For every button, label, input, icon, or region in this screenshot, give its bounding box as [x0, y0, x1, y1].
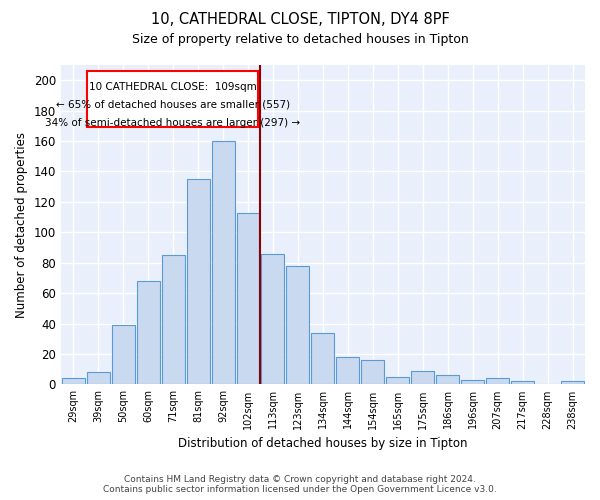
Bar: [87, 372, 110, 384]
Text: 10 CATHEDRAL CLOSE:  109sqm: 10 CATHEDRAL CLOSE: 109sqm: [89, 82, 257, 92]
Bar: [161, 255, 185, 384]
Text: Contains HM Land Registry data © Crown copyright and database right 2024.
Contai: Contains HM Land Registry data © Crown c…: [103, 474, 497, 494]
Y-axis label: Number of detached properties: Number of detached properties: [15, 132, 28, 318]
Bar: [361, 360, 385, 384]
Bar: [112, 325, 134, 384]
Bar: [187, 179, 209, 384]
Bar: [386, 377, 409, 384]
Bar: [286, 266, 310, 384]
Text: Size of property relative to detached houses in Tipton: Size of property relative to detached ho…: [131, 32, 469, 46]
Bar: [212, 141, 235, 384]
Bar: [337, 357, 359, 384]
Bar: [486, 378, 509, 384]
Text: 10, CATHEDRAL CLOSE, TIPTON, DY4 8PF: 10, CATHEDRAL CLOSE, TIPTON, DY4 8PF: [151, 12, 449, 28]
Bar: [236, 212, 259, 384]
X-axis label: Distribution of detached houses by size in Tipton: Distribution of detached houses by size …: [178, 437, 467, 450]
Bar: [561, 382, 584, 384]
Bar: [311, 332, 334, 384]
Bar: [436, 376, 459, 384]
Text: 34% of semi-detached houses are larger (297) →: 34% of semi-detached houses are larger (…: [45, 118, 301, 128]
Bar: [87, 71, 259, 128]
Bar: [137, 281, 160, 384]
Bar: [411, 370, 434, 384]
Bar: [262, 254, 284, 384]
Bar: [62, 378, 85, 384]
Bar: [511, 382, 534, 384]
Text: ← 65% of detached houses are smaller (557): ← 65% of detached houses are smaller (55…: [56, 100, 290, 110]
Bar: [461, 380, 484, 384]
